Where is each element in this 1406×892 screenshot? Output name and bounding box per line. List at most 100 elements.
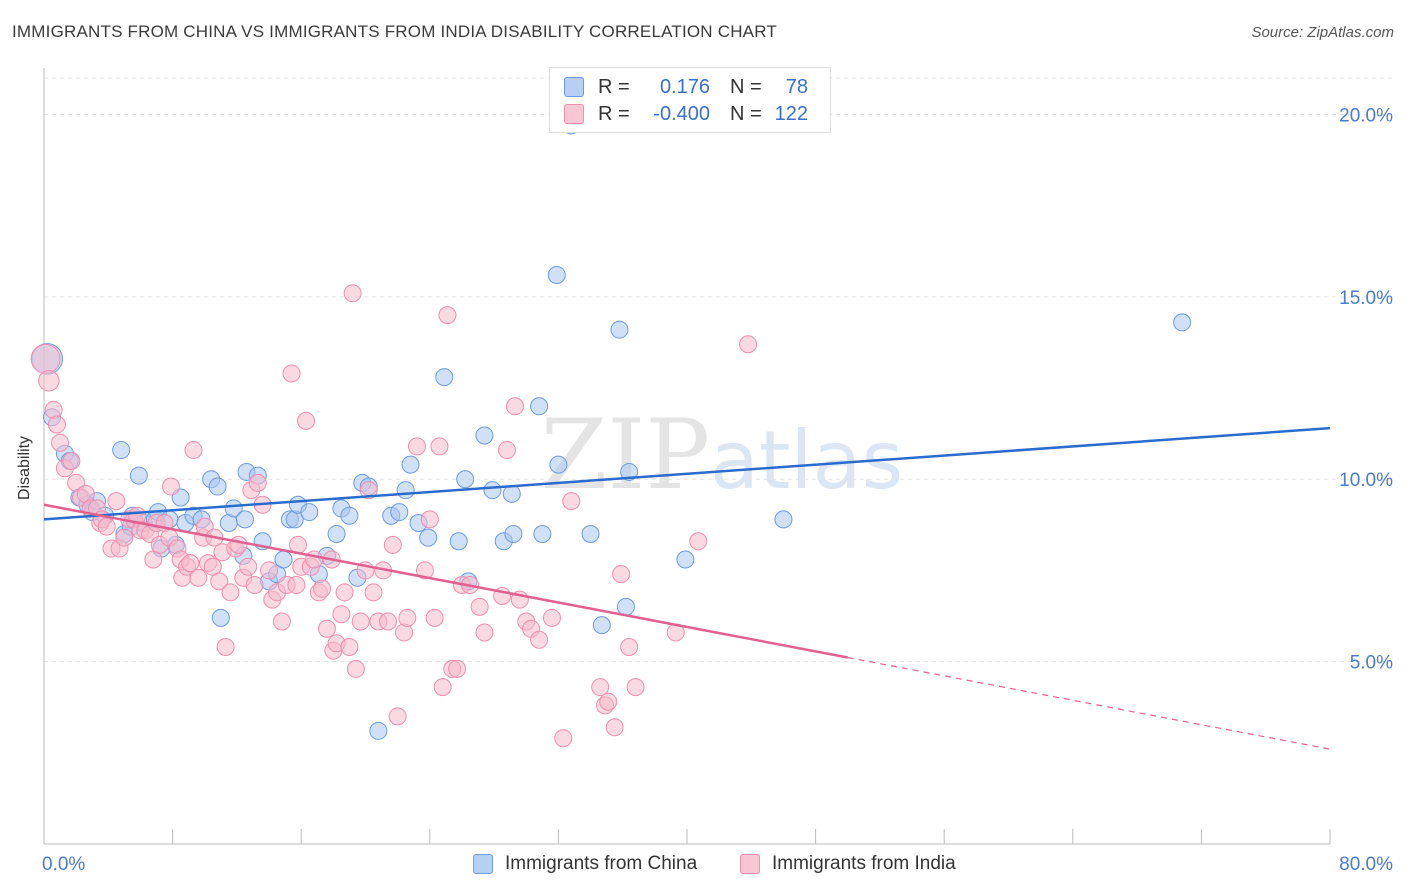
india-r-value: -0.400 [653,102,710,125]
india-point [282,364,301,383]
india-swatch [564,104,584,124]
china-point [456,470,475,489]
correlation-legend: R = 0.176 N = 78 R = -0.400 N = 122 [549,67,831,133]
india-point [739,335,758,354]
watermark: ZIPatlas [541,399,904,511]
china-point [369,721,388,740]
china-r-value: 0.176 [659,75,710,98]
y-tick-label: 5.0% [1350,653,1393,674]
india-point [30,343,61,374]
china-point [211,608,230,627]
india-point [115,528,134,547]
china-point [530,397,549,416]
china-point [224,499,243,518]
y-tick-label: 10.0% [1339,470,1393,491]
india-point [340,638,359,657]
china-point [483,481,502,500]
india-point [313,579,332,598]
india-point [497,441,516,460]
india-point [62,452,81,470]
india-point [430,437,449,456]
china-point [502,484,521,503]
china-point [610,320,629,339]
y-tick-label: 15.0% [1339,288,1393,309]
china-point [396,481,415,500]
india-point [612,565,631,584]
india-point [599,692,618,711]
china-point [235,510,254,529]
india-point [343,284,362,303]
india-point [398,608,417,627]
china-point [676,550,695,569]
china-point [547,265,566,284]
india-point [248,473,267,492]
china-point [1173,313,1192,332]
legend-row-india: R = -0.400 N = 122 [564,101,808,127]
india-point [305,550,324,569]
china-n-value: 78 [785,75,808,98]
india-point [383,535,402,554]
china-point [549,455,568,474]
india-point [189,568,208,587]
india-point [448,659,467,678]
india-point [181,554,200,573]
china-point [449,532,468,551]
india-point [425,608,444,627]
india-point [287,576,306,595]
china-point [620,462,639,481]
india-point [229,535,248,554]
india-point [620,638,639,657]
china-point [504,524,523,543]
india-point [47,415,66,434]
india-trend-extrapolation [847,656,1331,750]
india-point [562,492,581,511]
india-point [475,623,494,642]
india-point [332,605,351,624]
china-point [300,503,319,522]
india-trend-line [43,503,848,659]
china-point [419,528,438,547]
india-point [44,400,63,419]
india-point [221,583,240,602]
india-point [161,477,180,496]
bottom-india-label: Immigrants from India [772,853,956,874]
india-point [388,707,407,726]
china-point [340,506,359,525]
india-point [359,481,378,500]
india-point [379,612,398,631]
india-point [554,729,573,748]
india-point [438,306,457,325]
bottom-india-swatch [740,854,760,874]
india-point [591,678,610,697]
china-point [475,426,494,445]
x-tick-label-min: 0.0% [42,854,85,875]
china-r-label: R = [598,75,630,98]
y-tick-label: 20.0% [1339,105,1393,126]
china-swatch [564,77,584,97]
india-point [470,597,489,616]
china-n-label: N = [730,75,762,98]
china-point [327,524,346,543]
india-point [38,370,60,392]
china-point [401,455,420,474]
china-point [581,524,600,543]
india-point [605,718,624,737]
china-trend-line [43,426,1331,521]
india-point [297,411,316,430]
india-n-value: 122 [774,102,808,125]
india-point [626,678,645,697]
india-point [97,517,116,536]
china-point [274,550,293,569]
bottom-china-swatch [473,854,493,874]
india-point [505,397,524,416]
india-point [346,659,365,678]
india-point [272,612,291,631]
india-point [542,608,561,627]
india-point [239,557,258,576]
india-point [245,576,264,595]
india-point [317,619,336,638]
india-point [216,638,235,657]
india-point [689,532,708,551]
india-point [351,612,370,631]
